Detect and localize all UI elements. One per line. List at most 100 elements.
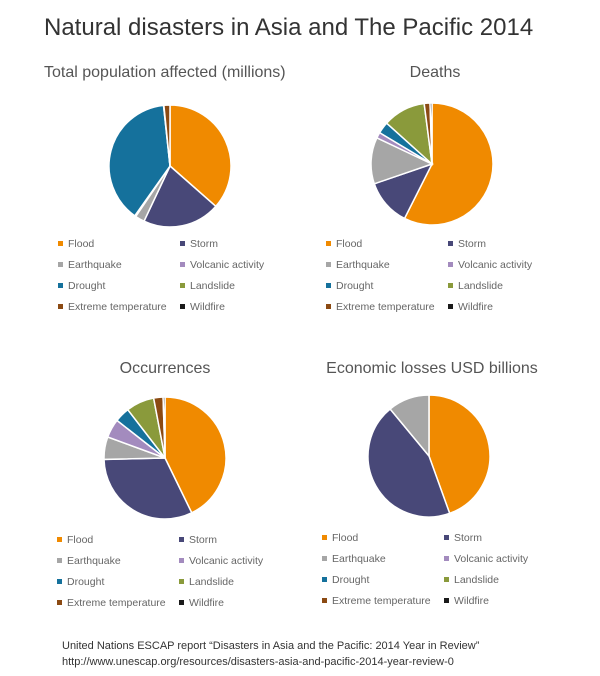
legend-item-volcanic-activity: Volcanic activity — [444, 553, 528, 565]
legend-item-volcanic-activity: Volcanic activity — [180, 259, 264, 271]
legend-swatch — [180, 240, 185, 246]
legend-swatch — [322, 597, 327, 603]
legend-label: Extreme temperature — [67, 597, 166, 609]
panel-occurrences: Occurrences Flood Storm Earthquake Volcanic… — [30, 360, 300, 630]
source-url: http://www.unescap.org/resources/disaste… — [62, 656, 454, 668]
pie-slice-wildfire — [429, 102, 433, 165]
legend-label: Wildfire — [458, 301, 494, 313]
legend-label: Wildfire — [454, 595, 490, 607]
legend-item-drought: Drought — [322, 574, 369, 586]
legend-label: Wildfire — [189, 597, 225, 609]
pie-slice-extreme-temperature — [163, 104, 171, 167]
panel-economic-losses: Economic losses USD billions Flood Storm E… — [300, 360, 570, 630]
legend-label: Extreme temperature — [336, 301, 435, 313]
legend-label: Flood — [332, 532, 359, 544]
pie-slice-storm — [143, 164, 217, 228]
legend-item-extreme-temperature: Extreme temperature — [58, 301, 167, 313]
legend-item-wildfire: Wildfire — [179, 597, 224, 609]
pie-slice-earthquake — [389, 394, 430, 459]
legend-item-drought: Drought — [326, 280, 373, 292]
main-title: Natural disasters in Asia and The Pacifi… — [44, 14, 534, 41]
pie-population — [108, 104, 232, 228]
legend-item-extreme-temperature: Extreme temperature — [322, 595, 431, 607]
legend-swatch — [179, 599, 184, 605]
legend-label: Landslide — [458, 280, 503, 292]
legend-item-storm: Storm — [448, 238, 486, 250]
legend-label: Flood — [67, 534, 94, 546]
legend-label: Wildfire — [190, 301, 226, 313]
legend-label: Landslide — [454, 574, 499, 586]
legend-item-drought: Drought — [58, 280, 105, 292]
pie-slice-drought — [108, 104, 171, 217]
legend-item-storm: Storm — [179, 534, 217, 546]
source-report: United Nations ESCAP report “Disasters i… — [62, 640, 480, 652]
legend-swatch — [180, 261, 185, 267]
legend-label: Storm — [190, 238, 219, 250]
pie-slice-flood — [428, 394, 491, 515]
legend-item-wildfire: Wildfire — [444, 595, 489, 607]
legend-label: Drought — [332, 574, 370, 586]
legend-label: Volcanic activity — [190, 259, 265, 271]
legend-label: Volcanic activity — [189, 555, 264, 567]
legend-swatch — [58, 261, 63, 267]
legend-label: Earthquake — [67, 555, 121, 567]
legend-swatch — [326, 282, 331, 288]
legend-swatch — [448, 282, 453, 288]
legend-label: Flood — [336, 238, 363, 250]
legend-item-earthquake: Earthquake — [58, 259, 122, 271]
legend-swatch — [58, 303, 63, 309]
source-citation: United Nations ESCAP report “Disasters i… — [62, 638, 479, 670]
legend-item-drought: Drought — [57, 576, 104, 588]
legend-swatch — [444, 555, 449, 561]
pie-slice-flood — [403, 102, 494, 226]
legend-item-storm: Storm — [444, 532, 482, 544]
legend-swatch — [57, 557, 62, 563]
legend-label: Drought — [67, 576, 105, 588]
legend-swatch — [57, 599, 62, 605]
legend-swatch — [179, 536, 184, 542]
legend-swatch — [326, 261, 331, 267]
legend-swatch — [179, 557, 184, 563]
legend-item-wildfire: Wildfire — [448, 301, 493, 313]
legend-item-storm: Storm — [180, 238, 218, 250]
legend-swatch — [448, 303, 453, 309]
legend-item-earthquake: Earthquake — [326, 259, 390, 271]
legend-item-volcanic-activity: Volcanic activity — [448, 259, 532, 271]
pie-deaths — [370, 102, 494, 226]
legend-item-flood: Flood — [57, 534, 93, 546]
legend-item-earthquake: Earthquake — [57, 555, 121, 567]
legend-item-flood: Flood — [58, 238, 94, 250]
pie-economic-losses — [367, 394, 491, 518]
legend-label: Volcanic activity — [454, 553, 529, 565]
legend-item-landslide: Landslide — [179, 576, 234, 588]
legend-swatch — [448, 240, 453, 246]
chart-title-population: Total population affected (millions) — [44, 64, 286, 81]
pie-slice-flood — [164, 396, 227, 514]
chart-title-occurrences: Occurrences — [119, 360, 211, 377]
legend-swatch — [57, 536, 62, 542]
legend-swatch — [58, 282, 63, 288]
legend-swatch — [444, 597, 449, 603]
legend-label: Extreme temperature — [68, 301, 167, 313]
legend-label: Storm — [458, 238, 487, 250]
legend-swatch — [180, 303, 185, 309]
legend-item-wildfire: Wildfire — [180, 301, 225, 313]
pie-slice-storm — [367, 407, 451, 518]
legend-label: Drought — [336, 280, 374, 292]
legend-swatch — [448, 261, 453, 267]
legend-label: Earthquake — [332, 553, 386, 565]
legend-item-landslide: Landslide — [444, 574, 499, 586]
pie-slice-flood — [169, 104, 232, 208]
legend-label: Extreme temperature — [332, 595, 431, 607]
legend-swatch — [444, 576, 449, 582]
legend-label: Earthquake — [68, 259, 122, 271]
pie-occurrences — [103, 396, 227, 520]
legend-swatch — [322, 576, 327, 582]
legend-item-landslide: Landslide — [448, 280, 503, 292]
panel-population: Total population affected (millions) Flo… — [30, 64, 300, 334]
panel-deaths: Deaths Flood Storm Earthquake Volcanic acti… — [300, 64, 570, 334]
legend-label: Drought — [68, 280, 106, 292]
legend-item-earthquake: Earthquake — [322, 553, 386, 565]
legend-swatch — [322, 534, 327, 540]
legend-swatch — [57, 578, 62, 584]
